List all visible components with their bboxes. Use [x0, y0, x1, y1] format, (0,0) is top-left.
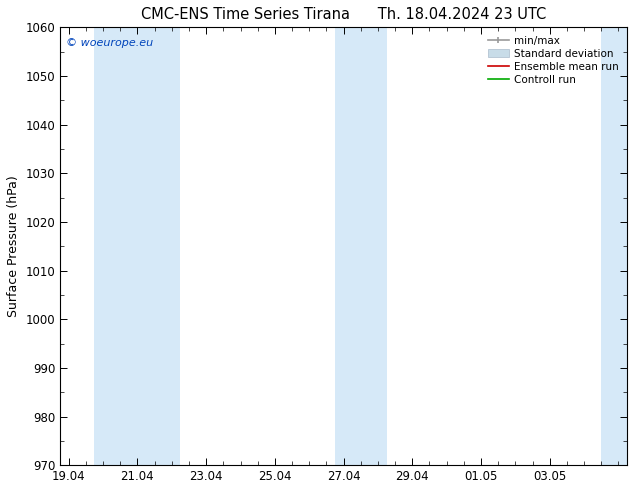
Bar	[335, 27, 387, 465]
Bar	[94, 27, 180, 465]
Legend: min/max, Standard deviation, Ensemble mean run, Controll run: min/max, Standard deviation, Ensemble me…	[485, 32, 622, 88]
Y-axis label: Surface Pressure (hPa): Surface Pressure (hPa)	[7, 175, 20, 317]
Title: CMC-ENS Time Series Tirana      Th. 18.04.2024 23 UTC: CMC-ENS Time Series Tirana Th. 18.04.202…	[141, 7, 547, 22]
Text: © woeurope.eu: © woeurope.eu	[66, 38, 153, 48]
Bar	[601, 27, 627, 465]
